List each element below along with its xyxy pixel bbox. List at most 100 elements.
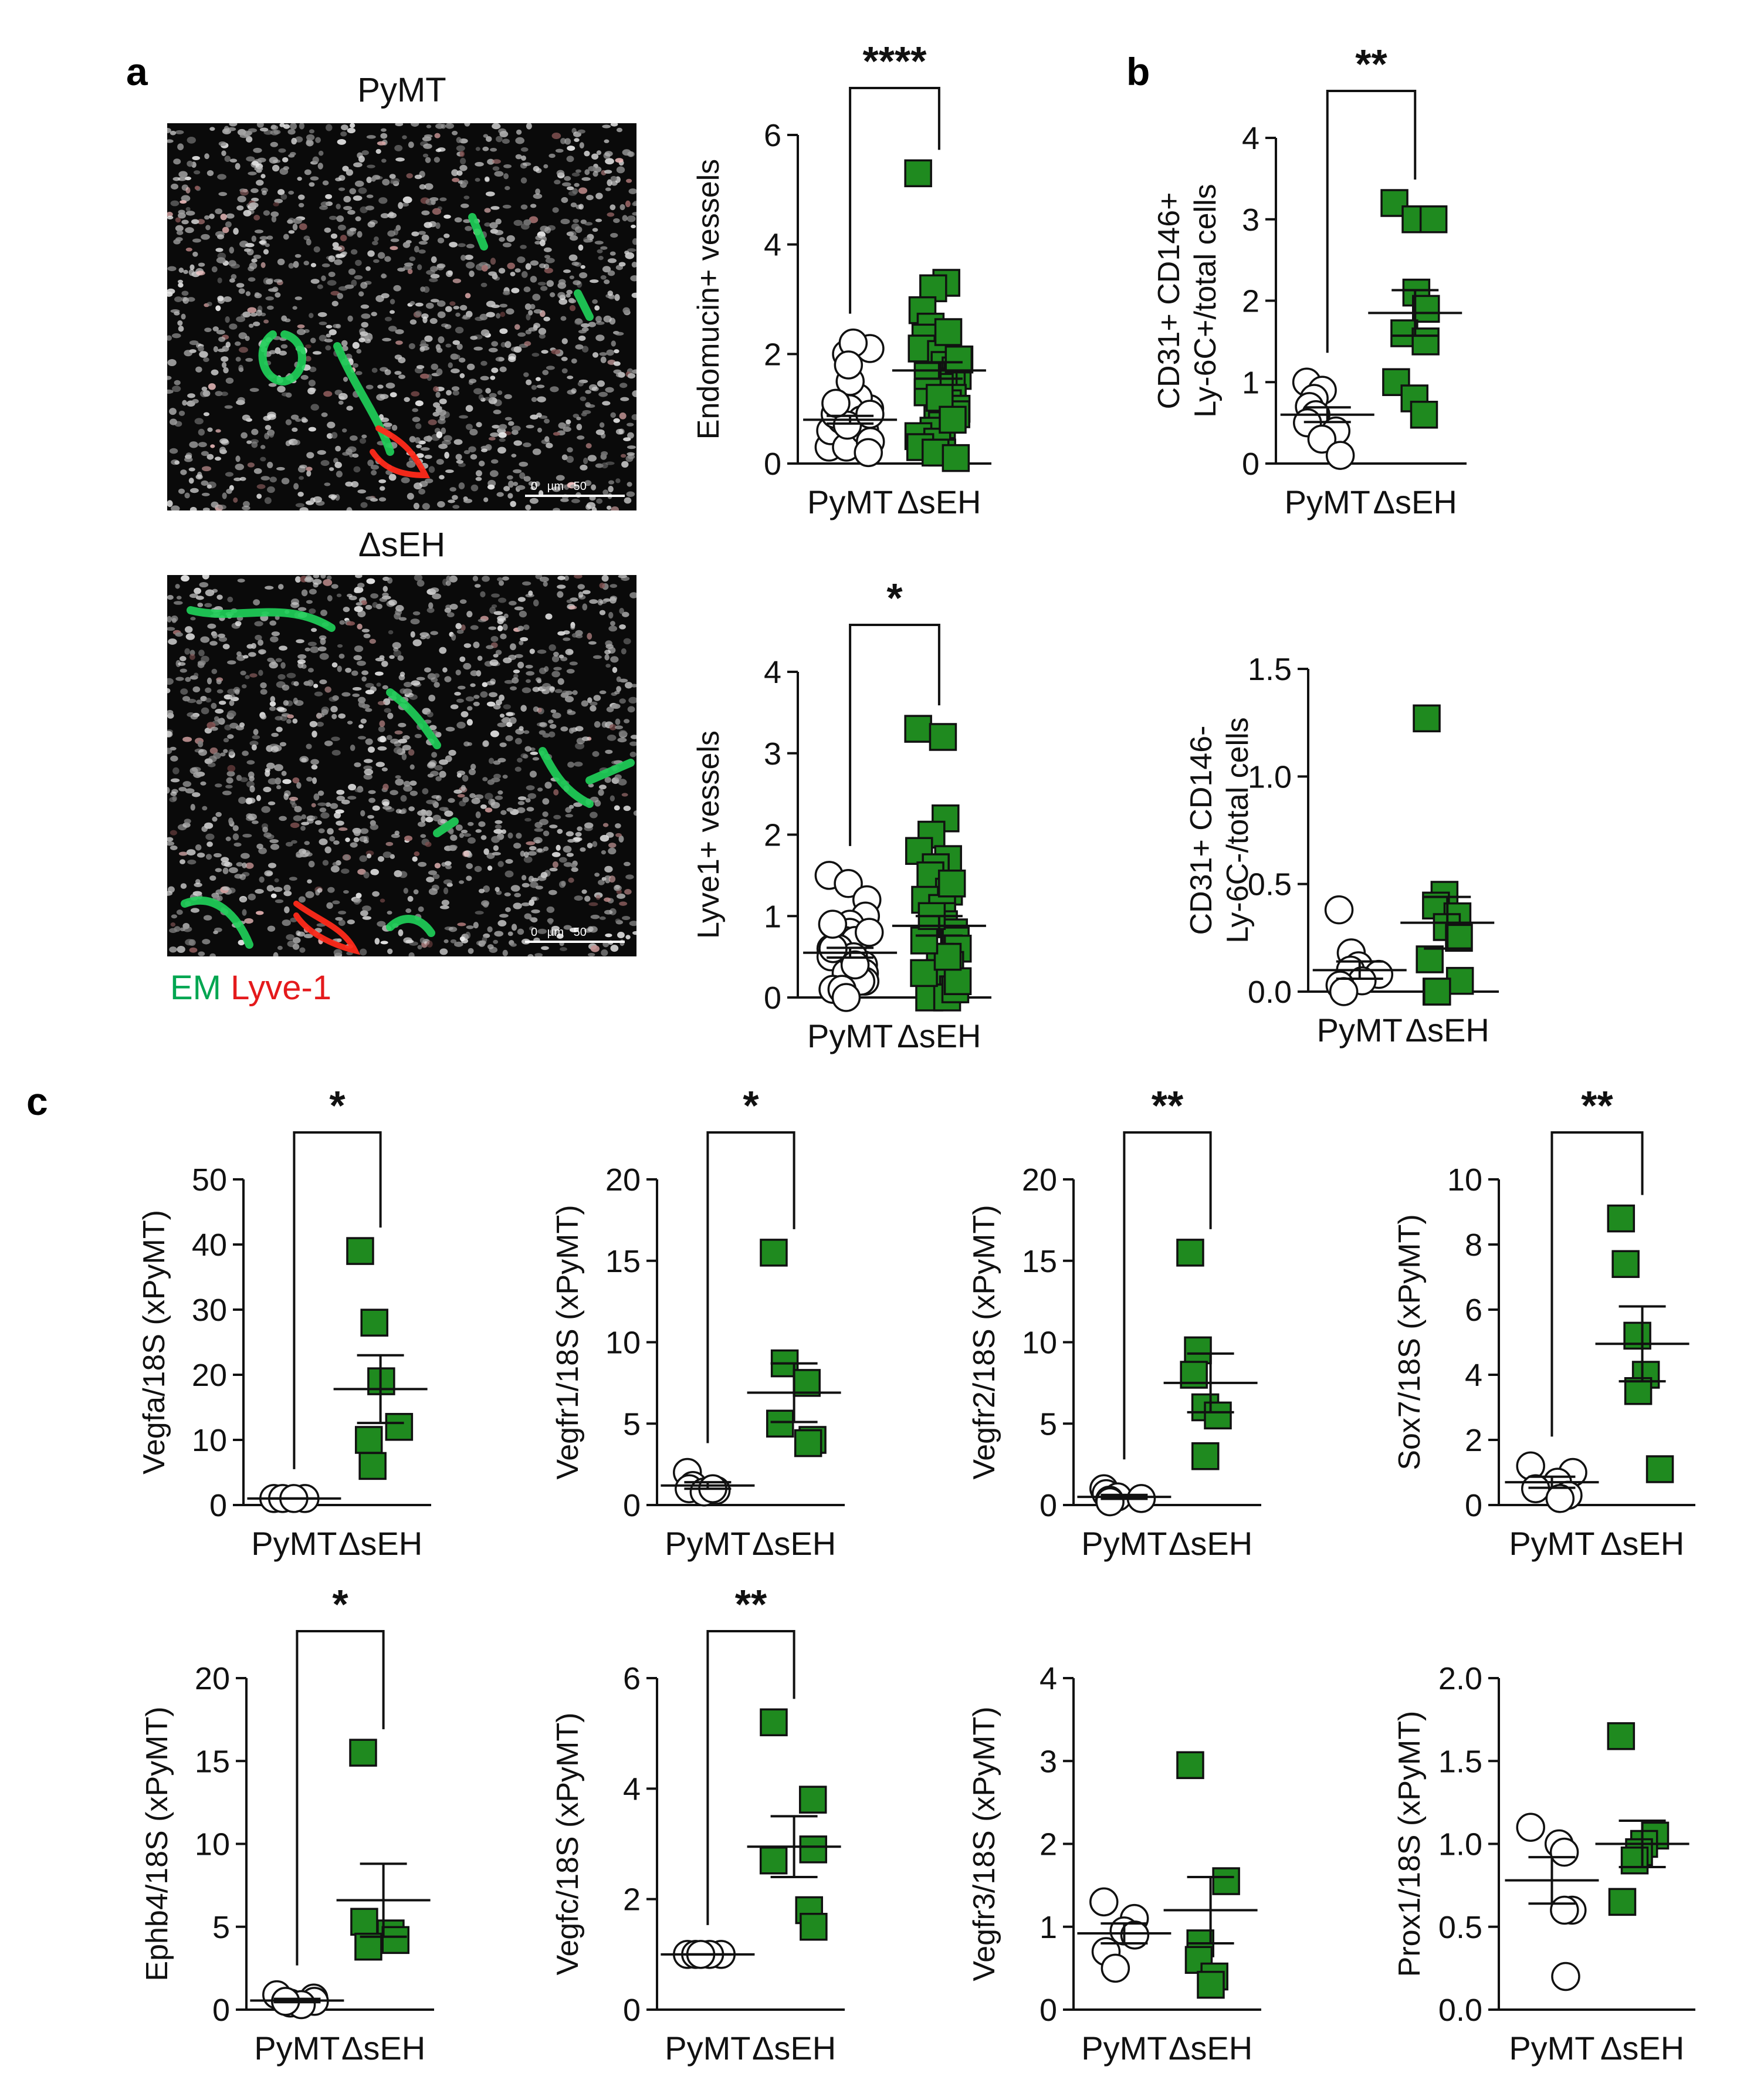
point-dseh [1412,295,1440,323]
point-pymt [1120,1920,1150,1950]
micrograph-title-pymt: PyMT [357,71,446,109]
significance-stars: ** [1152,1083,1184,1128]
significance-stars: * [886,575,903,621]
significance-stars: * [743,1083,759,1128]
point-dseh [358,1452,387,1480]
y-tick-label: 6 [623,1661,641,1696]
y-tick-label: 0 [1242,447,1259,482]
chart-vegfc: 0 2 4 6 Vegfc/18S (xPyMT) PyMT ΔsEH ** [551,1581,845,2067]
point-dseh [944,345,973,374]
y-tick-label: 1 [1040,1910,1057,1945]
point-dseh [1611,1250,1640,1279]
y-tick-label: 5 [623,1406,641,1442]
point-pymt [831,983,861,1012]
x-category-label: PyMT [665,2030,750,2067]
y-tick-label: 0.5 [1438,1910,1482,1945]
scale-bar-label: 0 µm 50 [531,926,587,939]
point-dseh [1445,924,1473,952]
point-dseh [760,1239,788,1267]
significance-bracket [296,1630,385,1966]
y-tick-label: 4 [1242,121,1259,156]
y-axis-label: CD31+ CD146-Ly-6C-/total cells [1184,717,1255,943]
y-axis-label: Vegfa/18S (xPyMT) [137,1210,171,1475]
point-dseh [1645,1455,1674,1483]
y-axis-label: Vegfr3/18S (xPyMT) [967,1706,1001,1981]
x-category-label: ΔsEH [1169,1525,1252,1562]
y-axis-label: Sox7/18S (xPyMT) [1393,1214,1427,1470]
x-category-label: PyMT [251,1525,337,1562]
y-tick-label: 5 [212,1910,230,1945]
point-dseh [910,926,939,955]
chart-vegfa: 0 10 20 30 40 50 Vegfa/18S (xPyMT) PyMT ΔsEH * [137,1083,431,1562]
point-pymt [1095,1487,1125,1517]
y-tick-label: 2 [764,818,781,853]
y-tick-label: 2 [623,1882,641,1918]
y-axis-label: Ephb4/18S (xPyMT) [140,1706,174,1981]
point-dseh [799,1835,828,1864]
point-dseh [1410,401,1438,429]
y-tick-label: 40 [192,1227,227,1263]
point-dseh [1176,1751,1204,1780]
y-tick-label: 0 [623,1488,641,1523]
y-tick-label: 50 [192,1162,227,1198]
x-category-label: PyMT [1509,1525,1594,1562]
point-dseh [1416,945,1444,973]
x-category-label: ΔsEH [1406,1012,1489,1049]
chart-cd146n: 0.0 0.5 1.0 1.5 CD31+ CD146-Ly-6C-/total cel… [1184,652,1499,1049]
significance-bracket [706,1630,795,1925]
point-dseh [1413,704,1441,733]
x-category-label: PyMT [1317,1012,1403,1049]
x-category-label: PyMT [807,483,893,520]
y-tick-label: 0.0 [1438,1993,1482,2028]
point-dseh [1607,1722,1636,1750]
y-axis-label: Endomucin+ vessels [692,159,726,439]
y-tick-label: 6 [764,118,781,153]
significance-bracket [293,1131,382,1469]
point-dseh [794,1429,822,1458]
x-category-label: ΔsEH [752,2030,836,2067]
y-tick-label: 2.0 [1438,1661,1482,1696]
point-dseh [385,1413,414,1441]
chart-vegfr2: 0 5 10 15 20 Vegfr2/18S (xPyMT) PyMT ΔsEH ** [967,1083,1261,1562]
panel-label-a: a [126,50,148,93]
y-tick-label: 0 [212,1993,230,2028]
y-tick-label: 30 [192,1293,227,1328]
y-tick-label: 4 [764,655,781,690]
significance-bracket [849,87,940,314]
point-dseh [350,1908,378,1936]
chart-vegfr3: 0 1 2 3 4 Vegfr3/18S (xPyMT) PyMT ΔsEH [967,1661,1261,2067]
point-dseh [1620,1847,1649,1875]
y-tick-label: 0 [764,980,781,1016]
point-dseh [942,444,970,472]
y-axis-label: Lyve1+ vessels [692,731,726,939]
point-dseh [1608,1888,1637,1916]
y-tick-label: 1.5 [1438,1744,1482,1779]
y-tick-label: 2 [1242,284,1259,319]
y-tick-label: 20 [192,1358,227,1393]
point-pymt [1307,424,1337,454]
y-tick-label: 4 [764,228,781,263]
point-dseh [360,1308,388,1337]
point-dseh [1419,205,1448,234]
point-pymt [854,918,884,947]
y-tick-label: 20 [195,1661,230,1696]
point-pymt [1101,1953,1130,1983]
point-pymt [818,909,848,939]
point-pymt [1550,1895,1579,1925]
point-dseh [939,405,967,434]
point-dseh [759,1847,788,1875]
point-dseh [766,1409,794,1438]
x-category-label: ΔsEH [1600,1525,1684,1562]
chart-prox1: 0.0 0.5 1.0 1.5 2.0 Prox1/18S (xPyMT) PyMT ΔsEH [1393,1661,1695,2067]
x-category-label: PyMT [665,1525,750,1562]
scale-bar-label: 0 µm 50 [531,480,587,493]
chart-sox7: 0 2 4 6 8 10 Sox7/18S (xPyMT) PyMT ΔsEH ** [1393,1083,1695,1562]
point-pymt [1549,1837,1579,1867]
y-tick-label: 15 [195,1744,230,1779]
point-pymt [1516,1812,1545,1842]
panel-label-b: b [1126,50,1150,93]
y-tick-label: 10 [605,1325,641,1361]
point-dseh [1184,1336,1212,1365]
y-tick-label: 4 [1040,1661,1057,1696]
